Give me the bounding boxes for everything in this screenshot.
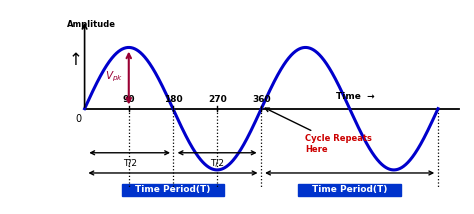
Text: 360: 360 (252, 95, 271, 104)
FancyBboxPatch shape (299, 184, 401, 196)
Text: T/2: T/2 (210, 159, 224, 168)
Text: Time Period(T): Time Period(T) (312, 185, 387, 194)
Text: 180: 180 (164, 95, 182, 104)
Text: 0: 0 (75, 114, 81, 123)
Text: 270: 270 (208, 95, 227, 104)
Text: T/2: T/2 (123, 159, 137, 168)
Text: $V_{pk}$: $V_{pk}$ (105, 70, 123, 84)
Text: Cycle Repeats
Here: Cycle Repeats Here (265, 108, 373, 154)
Text: ↑: ↑ (69, 51, 82, 69)
Text: Time  →: Time → (336, 92, 374, 101)
Text: 90: 90 (122, 95, 135, 104)
Text: Amplitude: Amplitude (67, 20, 116, 29)
Text: Time Period(T): Time Period(T) (135, 185, 210, 194)
FancyBboxPatch shape (122, 184, 224, 196)
